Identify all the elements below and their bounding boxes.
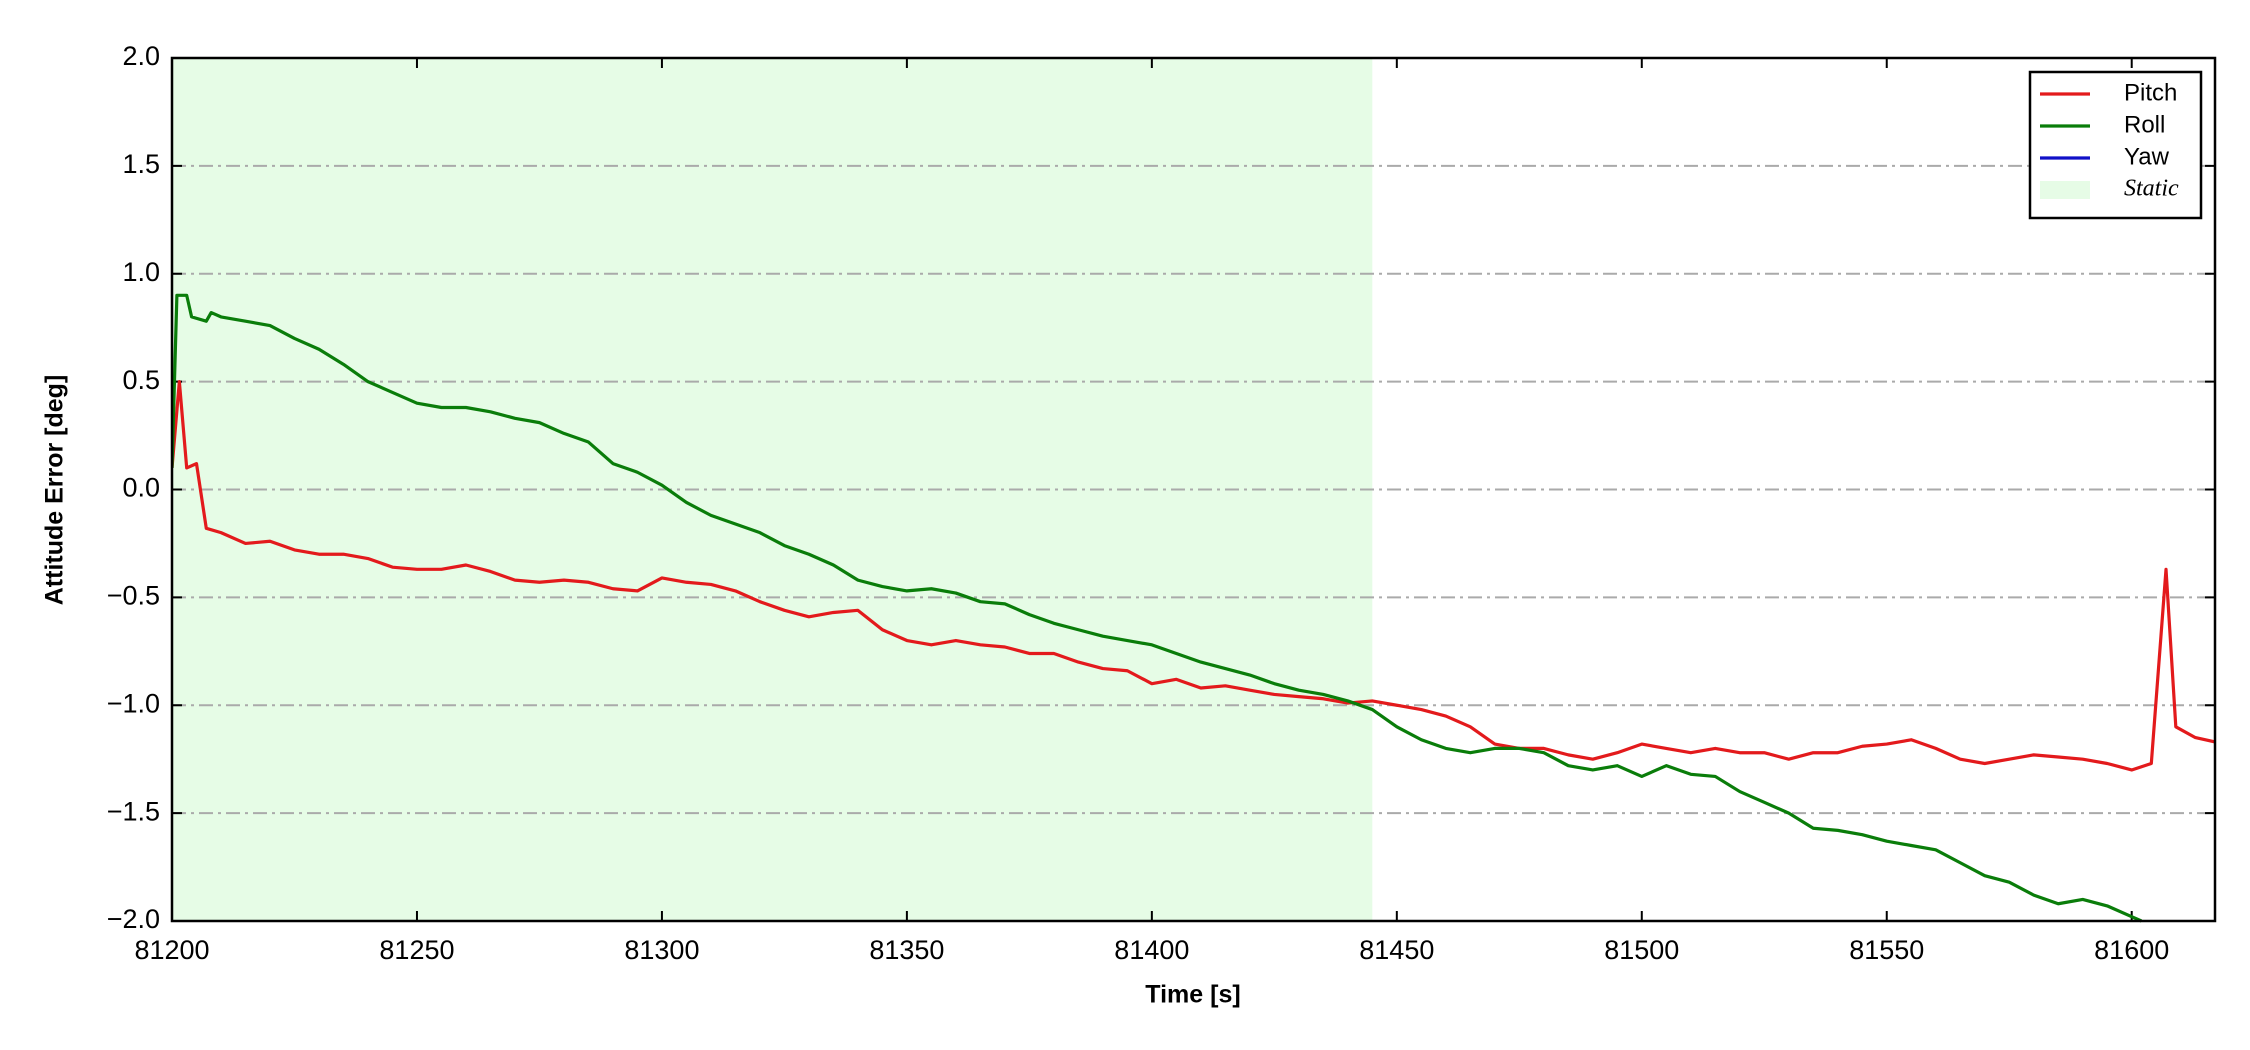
series-line: [172, 293, 2143, 923]
x-tick-label: 81600: [2094, 935, 2169, 965]
y-tick-label: −1.5: [107, 796, 160, 826]
legend-label: Yaw: [2124, 143, 2170, 170]
y-tick-label: −1.0: [107, 688, 160, 718]
x-tick-label: 81250: [379, 935, 454, 965]
legend-label: Static: [2124, 176, 2179, 202]
y-tick-label: 1.5: [122, 149, 160, 179]
x-tick-label: 81300: [624, 935, 699, 965]
x-tick-label: 81500: [1604, 935, 1679, 965]
series-line: [172, 380, 2215, 772]
y-axis-label: Attitude Error [deg]: [41, 375, 69, 606]
legend-swatch: [2040, 181, 2090, 199]
x-axis-label: Time [s]: [1145, 981, 1240, 1009]
legend-label: Pitch: [2124, 79, 2177, 106]
x-tick-label: 81450: [1359, 935, 1434, 965]
y-tick-label: 0.5: [122, 365, 160, 395]
x-tick-label: 81550: [1849, 935, 1924, 965]
y-tick-label: 1.0: [122, 257, 160, 287]
x-tick-label: 81350: [869, 935, 944, 965]
y-tick-label: 2.0: [122, 41, 160, 71]
y-tick-label: 0.0: [122, 473, 160, 503]
y-tick-label: −0.5: [107, 581, 160, 611]
y-tick-label: −2.0: [107, 904, 160, 934]
legend-label: Roll: [2124, 111, 2165, 138]
x-tick-label: 81400: [1114, 935, 1189, 965]
x-tick-label: 81200: [134, 935, 209, 965]
plot-frame: [170, 56, 2217, 923]
